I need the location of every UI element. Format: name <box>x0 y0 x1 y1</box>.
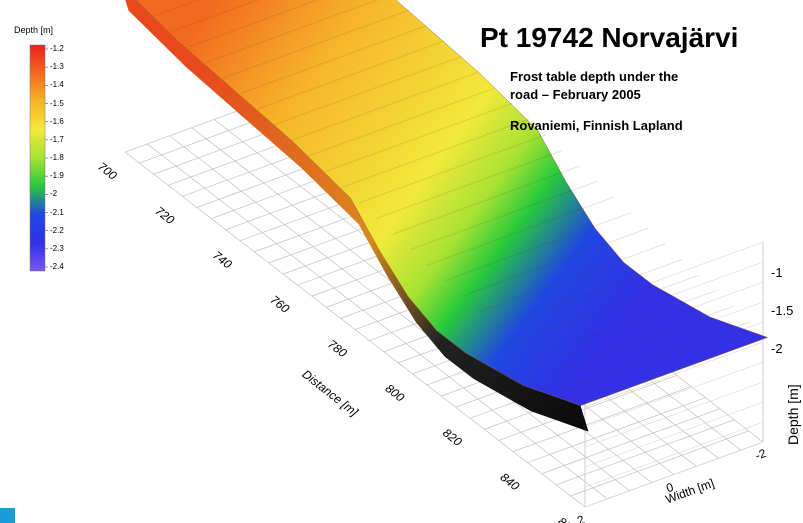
grid-line-width <box>147 143 608 500</box>
location-label: Rovaniemi, Finnish Lapland <box>510 118 683 133</box>
surface-ridge <box>409 180 598 251</box>
z-tick-label: -1 <box>771 265 783 280</box>
colorbar-tick-label: -1.4 <box>50 80 64 90</box>
surface-ridge <box>444 212 632 282</box>
surface-ridge <box>171 0 260 32</box>
surface-ridge <box>392 165 581 235</box>
surface-ridge <box>529 290 717 360</box>
x-tick-label: 700 <box>95 159 120 183</box>
x-tick-label: 800 <box>383 381 408 405</box>
grid-line-width <box>124 151 586 508</box>
z-tick-label: -2 <box>771 341 783 356</box>
surface-ridge <box>512 274 700 344</box>
surface-ridge <box>341 118 530 188</box>
surface-ridge <box>478 243 666 313</box>
colorbar-tick-label: -2.2 <box>50 225 64 235</box>
surface-ridge <box>205 0 379 64</box>
colorbar-tick-label: -2.1 <box>50 207 64 217</box>
colorbar-tick-label: -1.5 <box>50 98 64 108</box>
x-tick-label: 840 <box>498 470 523 494</box>
surface-ridge <box>239 24 427 95</box>
depth-grid-line <box>584 421 764 488</box>
z-axis-label: Depth [m] <box>785 384 801 445</box>
surface-ridge <box>188 0 320 48</box>
surface-ridge <box>563 321 751 391</box>
depth-grid-line <box>584 401 764 468</box>
z-tick-label: -1.5 <box>771 303 793 318</box>
chart-title: Pt 19742 Norvajärvi <box>480 22 739 53</box>
surface-ridge <box>580 336 768 407</box>
colorbar-tick-label: -1.3 <box>50 62 64 72</box>
subtitle-line-1: Frost table depth under the <box>510 69 679 84</box>
x-tick-label: 740 <box>210 248 235 272</box>
depth-grid-line <box>584 341 764 408</box>
surface-ridge <box>546 305 734 376</box>
x-tick-label: 780 <box>325 337 350 361</box>
x-tick-label: 820 <box>440 426 465 450</box>
surface-ridge <box>324 102 513 173</box>
colorbar-tick-label: -1.8 <box>50 153 64 162</box>
colorbar-tick-label: -2.4 <box>50 262 64 271</box>
colorbar-tick-label: -1.6 <box>50 116 64 126</box>
depth-grid-line <box>584 361 764 428</box>
colorbar-ticks <box>45 48 48 268</box>
colorbar-tick-label: -2.3 <box>50 243 64 253</box>
surface-ridge <box>495 258 683 329</box>
surface-ridge <box>154 0 200 17</box>
y-tick-label: 2 <box>575 512 586 523</box>
colorbar-tick-label: -1.7 <box>50 134 64 144</box>
surface-ridge <box>461 227 649 298</box>
colorbar-tick-label: -1.9 <box>50 171 64 181</box>
y-axis-label: Width [m] <box>664 476 716 506</box>
surface-ridge <box>222 9 410 79</box>
surface-ridge <box>307 87 496 157</box>
surface-ridge <box>427 196 615 266</box>
x-tick-label: 860 <box>555 514 580 523</box>
surface-ridge <box>290 71 479 142</box>
colorbar-tick-label: -2 <box>50 189 58 199</box>
x-axis-label: Distance [m] <box>300 367 362 419</box>
colorbar-tick-label: -1.2 <box>50 44 64 53</box>
surface-cut-face <box>125 0 589 432</box>
y-tick-label: -2 <box>753 446 768 463</box>
x-tick-label: 760 <box>268 292 293 316</box>
x-tick-label: 720 <box>153 204 178 228</box>
surface-ridge <box>273 56 461 126</box>
subtitle-line-2: road – February 2005 <box>510 87 641 102</box>
depth-grid-line <box>584 381 764 448</box>
colorbar-title: Depth [m] <box>14 25 54 35</box>
surface-top <box>135 0 769 406</box>
corner-marker <box>0 508 15 523</box>
depth-grid-line <box>584 441 764 508</box>
grid-line-width <box>169 135 630 491</box>
depth-surface <box>125 0 769 432</box>
surface-ridge <box>358 134 547 204</box>
surface-ridge <box>375 149 564 220</box>
y-tick-label: 0 <box>664 480 675 496</box>
colorbar-gradient <box>29 44 46 272</box>
surface-ridge <box>256 40 444 110</box>
